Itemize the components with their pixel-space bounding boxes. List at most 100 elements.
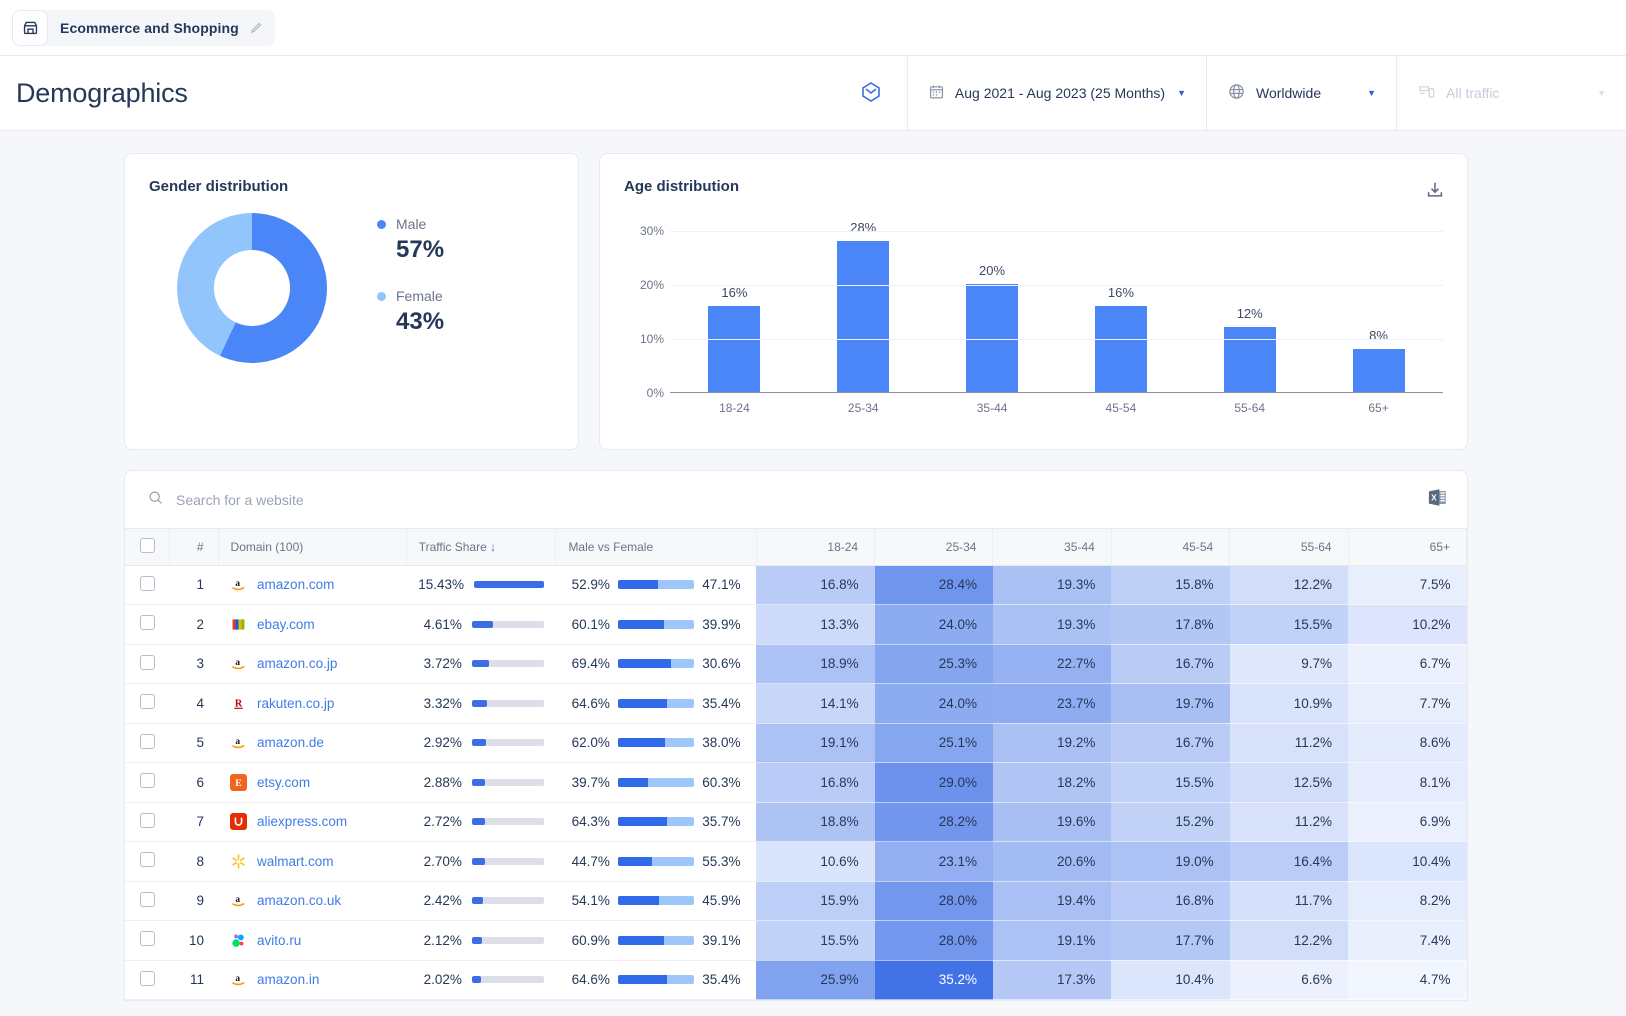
table-row[interactable]: 5 a amazon.de 2.92% 62.0% 38.0% 19.1% 25.1% 19.2…	[125, 723, 1467, 763]
row-select-cell[interactable]	[125, 723, 170, 763]
traffic-share-value: 2.12%	[423, 932, 462, 948]
bar-cell[interactable]: 16%	[670, 215, 799, 392]
x-axis-labels: 18-24 25-34 35-44 45-54 55-64 65+	[670, 401, 1443, 415]
row-traffic-share-cell: 2.70%	[406, 841, 556, 882]
traffic-share-bar	[471, 818, 544, 826]
excel-icon[interactable]: X	[1426, 486, 1449, 514]
bar[interactable]	[837, 240, 890, 392]
gender-bar	[617, 856, 695, 866]
y-tick-label: 30%	[639, 224, 664, 239]
domain-link[interactable]: amazon.in	[257, 972, 320, 988]
domain-link[interactable]: amazon.co.jp	[257, 656, 338, 672]
row-select-cell[interactable]	[125, 565, 170, 605]
row-age-25-34: 25.1%	[874, 723, 993, 763]
domain-link[interactable]: avito.ru	[257, 932, 302, 948]
domain-link[interactable]: amazon.co.uk	[257, 893, 342, 909]
table-row[interactable]: 9 a amazon.co.uk 2.42% 54.1% 45.9% 15.9% 28.0% 1…	[125, 881, 1467, 921]
row-gender-cell: 52.9% 47.1%	[555, 565, 757, 605]
male-percent: 60.1%	[571, 616, 610, 632]
bar-cell[interactable]: 12%	[1185, 215, 1314, 392]
row-checkbox[interactable]	[139, 733, 155, 749]
domain-wrap: walmart.com	[230, 853, 394, 870]
bar[interactable]	[708, 305, 761, 392]
row-checkbox[interactable]	[139, 575, 155, 591]
table-row[interactable]: 8 walmart.com 2.70% 44.7% 55.3% 10.6% 23.1% 20.…	[125, 841, 1467, 882]
row-checkbox[interactable]	[139, 931, 155, 947]
row-age-45-54: 15.2%	[1111, 802, 1230, 842]
domain-link[interactable]: amazon.de	[257, 735, 324, 751]
row-select-cell[interactable]	[125, 604, 170, 645]
row-select-cell[interactable]	[125, 881, 170, 921]
bar-cell[interactable]: 16%	[1056, 215, 1185, 392]
domain-link[interactable]: etsy.com	[257, 774, 311, 790]
traffic-share-value: 3.72%	[423, 656, 462, 672]
domain-link[interactable]: walmart.com	[257, 853, 334, 869]
table-row[interactable]: 1 a amazon.com 15.43% 52.9% 47.1% 16.8% 28.4% 19…	[125, 565, 1467, 605]
table-row[interactable]: 3 a amazon.co.jp 3.72% 69.4% 30.6% 18.9% 25.3% 2…	[125, 644, 1467, 684]
benchmark-button[interactable]	[835, 56, 907, 131]
search-input[interactable]	[176, 491, 1426, 508]
bar-cell[interactable]: 8%	[1314, 215, 1443, 392]
table-row[interactable]: 7 aliexpress.com 2.72% 64.3% 35.7% 18.8% 28.2%…	[125, 802, 1467, 842]
calendar-icon	[928, 83, 945, 103]
chevron-down-icon: ▼	[1177, 88, 1186, 98]
domain-link[interactable]: ebay.com	[257, 616, 315, 632]
row-domain-cell: a amazon.co.uk	[218, 881, 407, 921]
bar-value-label: 28%	[850, 219, 877, 235]
bar[interactable]	[1352, 348, 1405, 392]
bar[interactable]	[1223, 327, 1276, 392]
row-checkbox[interactable]	[139, 615, 155, 631]
pencil-icon[interactable]	[249, 21, 263, 35]
column-traffic-share[interactable]: Traffic Share ↓	[406, 529, 557, 566]
breadcrumb[interactable]: Ecommerce and Shopping	[12, 9, 275, 46]
walmart-icon	[230, 853, 247, 870]
row-checkbox[interactable]	[139, 852, 155, 868]
row-select-cell[interactable]	[125, 960, 170, 1000]
bar-value-label: 8%	[1369, 327, 1388, 343]
select-all-checkbox[interactable]	[139, 537, 155, 553]
row-checkbox[interactable]	[139, 694, 155, 710]
bar-cell[interactable]: 20%	[928, 215, 1057, 392]
age-card-title: Age distribution	[624, 178, 739, 195]
row-checkbox[interactable]	[139, 970, 155, 986]
bar[interactable]	[966, 284, 1019, 392]
row-domain-cell: a amazon.in	[218, 960, 407, 1000]
search-icon	[147, 489, 164, 511]
geo-selector[interactable]: Worldwide ▼	[1206, 55, 1396, 131]
female-percent: 35.4%	[702, 695, 741, 711]
traffic-selector[interactable]: All traffic ▼	[1396, 55, 1626, 131]
bar-cell[interactable]: 28%	[799, 215, 928, 392]
bar[interactable]	[1094, 305, 1147, 392]
row-select-cell[interactable]	[125, 920, 170, 961]
domain-wrap: a amazon.in	[230, 971, 394, 988]
date-range-selector[interactable]: Aug 2021 - Aug 2023 (25 Months) ▼	[906, 55, 1206, 131]
websites-table-card: X # Domain (100) Traffic Share ↓ Male vs…	[124, 470, 1468, 1001]
row-select-cell[interactable]	[125, 841, 170, 882]
row-select-cell[interactable]	[125, 644, 170, 684]
domain-link[interactable]: amazon.com	[257, 577, 335, 593]
row-checkbox[interactable]	[139, 812, 155, 828]
svg-text:a: a	[235, 579, 240, 589]
domain-link[interactable]: rakuten.co.jp	[257, 695, 335, 711]
row-select-cell[interactable]	[125, 762, 170, 803]
row-checkbox[interactable]	[139, 773, 155, 789]
row-age-35-44: 19.1%	[992, 920, 1112, 961]
male-percent: 60.9%	[571, 932, 610, 948]
row-select-cell[interactable]	[125, 683, 170, 724]
column-select-all[interactable]	[125, 529, 170, 566]
table-row[interactable]: 10 avito.ru 2.12% 60.9% 39.1% 15.5% 28.0% 19.1%…	[125, 920, 1467, 961]
amazon-icon: a	[230, 655, 247, 672]
row-select-cell[interactable]	[125, 802, 170, 842]
row-traffic-share-cell: 15.43%	[406, 565, 556, 605]
table-head: # Domain (100) Traffic Share ↓ Male vs F…	[125, 529, 1468, 566]
legend-dot-female	[377, 291, 386, 301]
table-row[interactable]: 11 a amazon.in 2.02% 64.6% 35.4% 25.9% 35.2% 17.…	[125, 960, 1467, 1000]
row-checkbox[interactable]	[139, 891, 155, 907]
row-checkbox[interactable]	[139, 654, 155, 670]
row-age-55-64: 11.2%	[1229, 802, 1349, 842]
download-icon[interactable]	[1425, 180, 1445, 205]
table-row[interactable]: 2 ebay.com 4.61% 60.1% 39.9% 13.3% 24.0% 19.3% 1…	[125, 604, 1467, 645]
domain-link[interactable]: aliexpress.com	[257, 814, 348, 830]
